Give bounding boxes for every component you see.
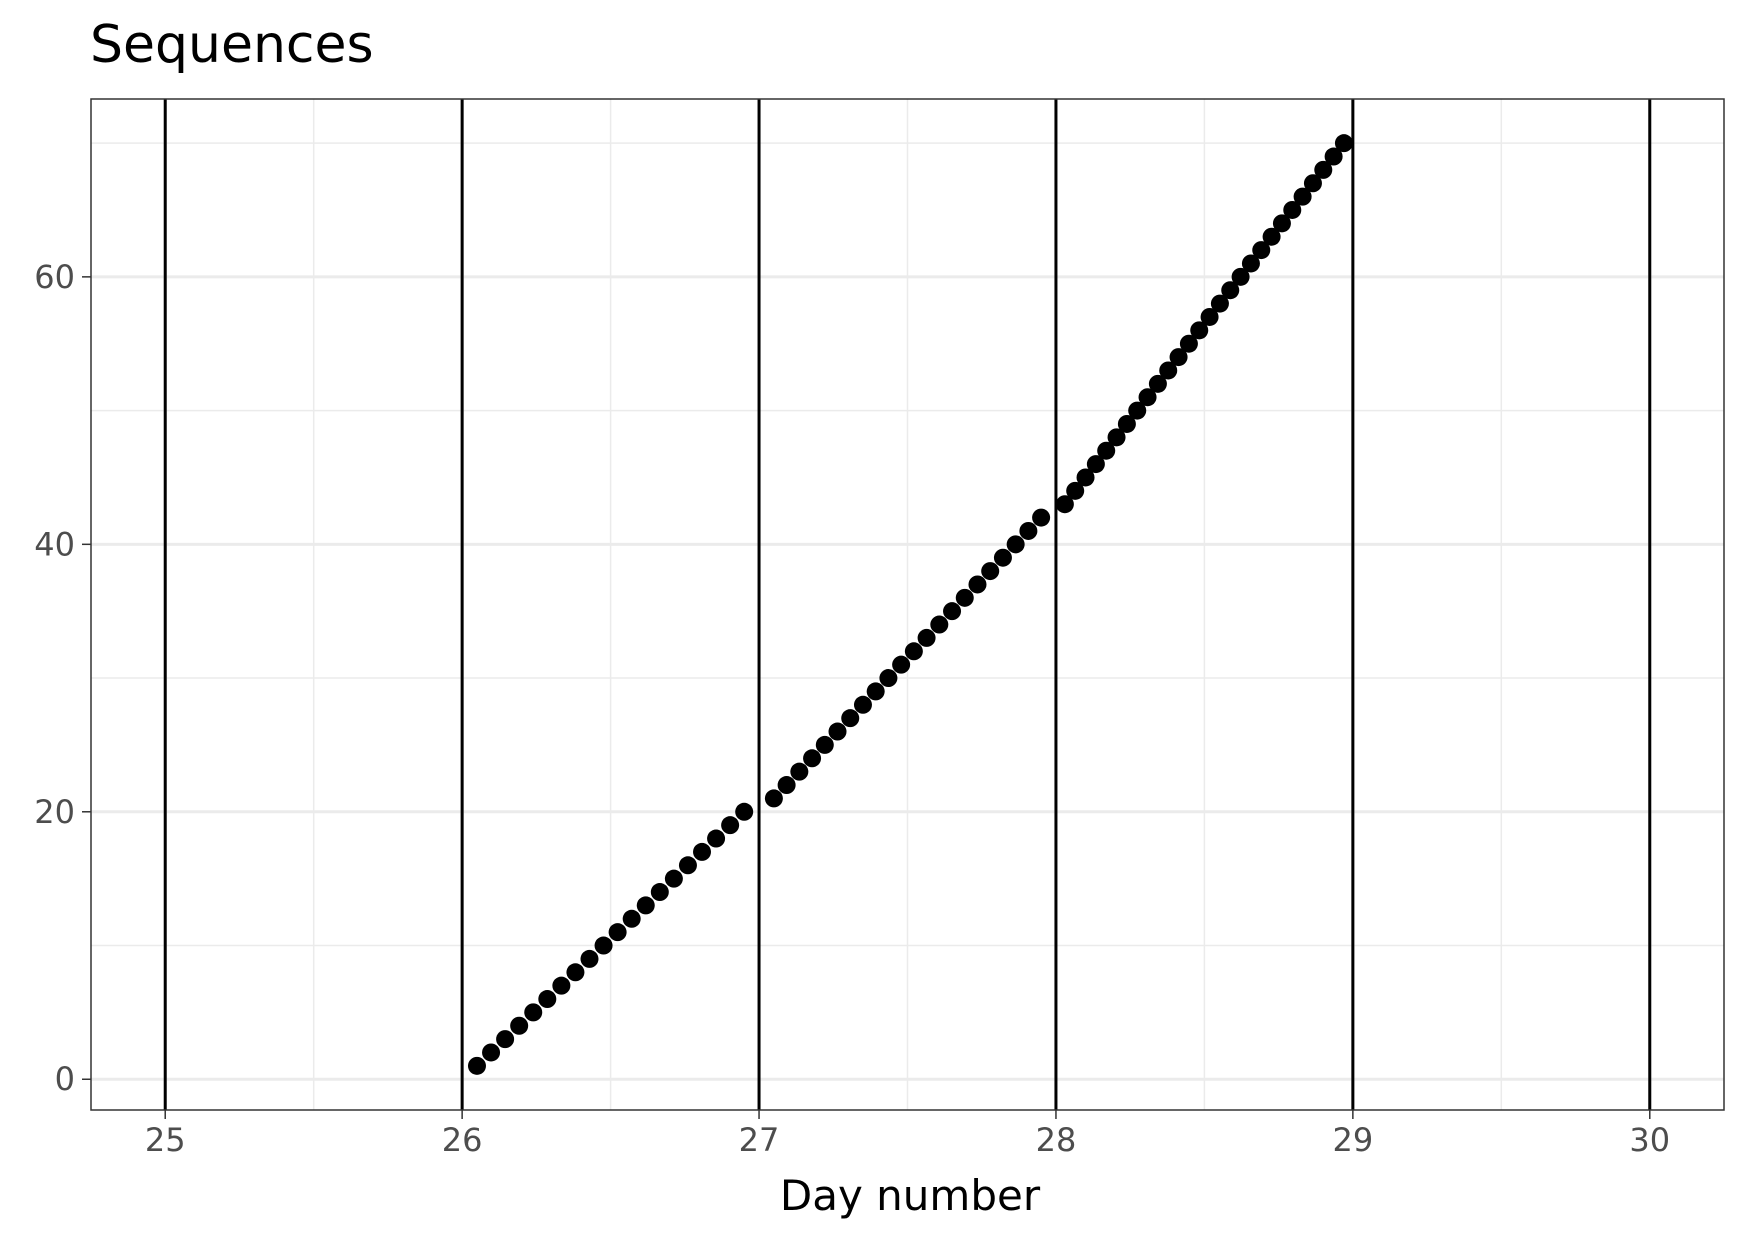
data-point <box>1032 508 1051 527</box>
data-point <box>1159 361 1178 380</box>
data-point <box>1169 348 1188 367</box>
data-point <box>650 883 669 902</box>
data-point <box>904 642 923 661</box>
y-tick-label: 40 <box>34 525 75 563</box>
minor-gridlines <box>91 99 1724 1110</box>
data-point <box>917 628 936 647</box>
data-point <box>1179 334 1198 353</box>
x-tick-label: 25 <box>145 1121 186 1159</box>
data-point <box>636 896 655 915</box>
data-point <box>608 923 627 942</box>
data-point <box>1148 374 1167 393</box>
x-axis-label: Day number <box>780 1171 1041 1220</box>
data-point <box>707 829 726 848</box>
x-tick-label: 28 <box>1036 1121 1077 1159</box>
data-point <box>1252 241 1271 260</box>
data-point <box>1210 294 1229 313</box>
data-point <box>622 909 641 928</box>
data-point <box>968 575 987 594</box>
data-point <box>1006 535 1025 554</box>
data-point <box>1314 160 1333 179</box>
data-point <box>594 936 613 955</box>
data-point <box>1293 187 1312 206</box>
data-point <box>1231 267 1250 286</box>
data-point <box>693 842 712 861</box>
data-point <box>538 990 557 1009</box>
data-point <box>815 735 834 754</box>
data-point <box>1190 321 1209 340</box>
data-point <box>955 588 974 607</box>
data-point <box>510 1016 529 1035</box>
data-point <box>1066 481 1085 500</box>
data-point <box>790 762 809 781</box>
y-tick-label: 20 <box>34 793 75 831</box>
data-point <box>1262 227 1281 246</box>
plot-panel-border <box>90 98 1725 1111</box>
data-point <box>853 695 872 714</box>
data-point <box>1200 307 1219 326</box>
data-point <box>930 615 949 634</box>
y-tick-label: 60 <box>34 258 75 296</box>
data-point <box>1324 147 1343 166</box>
data-point <box>777 776 796 795</box>
chart-title: Sequences <box>90 15 374 75</box>
data-point <box>1283 200 1302 219</box>
x-tick-label: 27 <box>739 1121 780 1159</box>
data-point <box>1303 174 1322 193</box>
data-points <box>467 134 1353 1075</box>
data-point <box>993 548 1012 567</box>
data-point <box>1117 414 1136 433</box>
data-point <box>841 709 860 728</box>
data-point <box>1221 281 1240 300</box>
data-point <box>1138 388 1157 407</box>
data-point <box>764 789 783 808</box>
x-tick-label: 26 <box>442 1121 483 1159</box>
data-point <box>892 655 911 674</box>
data-point <box>1076 468 1095 487</box>
data-point <box>866 682 885 701</box>
data-point <box>552 976 571 995</box>
data-point <box>828 722 847 741</box>
data-point <box>1272 214 1291 233</box>
x-tick-label: 29 <box>1333 1121 1374 1159</box>
data-point <box>1241 254 1260 273</box>
data-point <box>1334 134 1353 153</box>
data-point <box>496 1030 515 1049</box>
data-point <box>664 869 683 888</box>
vertical-day-lines <box>163 99 1652 1110</box>
x-axis-ticks: 25 26 27 28 29 30 <box>145 1110 1670 1159</box>
x-tick-label: 30 <box>1629 1121 1670 1159</box>
data-point <box>580 949 599 968</box>
data-point <box>943 602 962 621</box>
data-point <box>678 856 697 875</box>
data-point <box>981 562 1000 581</box>
data-point <box>1107 428 1126 447</box>
y-axis-ticks: 0 20 40 60 <box>34 258 91 1098</box>
data-point <box>721 816 740 835</box>
data-point <box>735 802 754 821</box>
data-point <box>482 1043 501 1062</box>
data-point <box>1019 521 1038 540</box>
data-point <box>803 749 822 768</box>
data-point <box>1097 441 1116 460</box>
data-point <box>1086 455 1105 474</box>
data-point <box>566 963 585 982</box>
y-tick-label: 0 <box>55 1060 75 1098</box>
data-point <box>1128 401 1147 420</box>
data-point <box>1055 495 1074 514</box>
data-point <box>467 1056 486 1075</box>
data-point <box>879 669 898 688</box>
data-point <box>524 1003 543 1022</box>
